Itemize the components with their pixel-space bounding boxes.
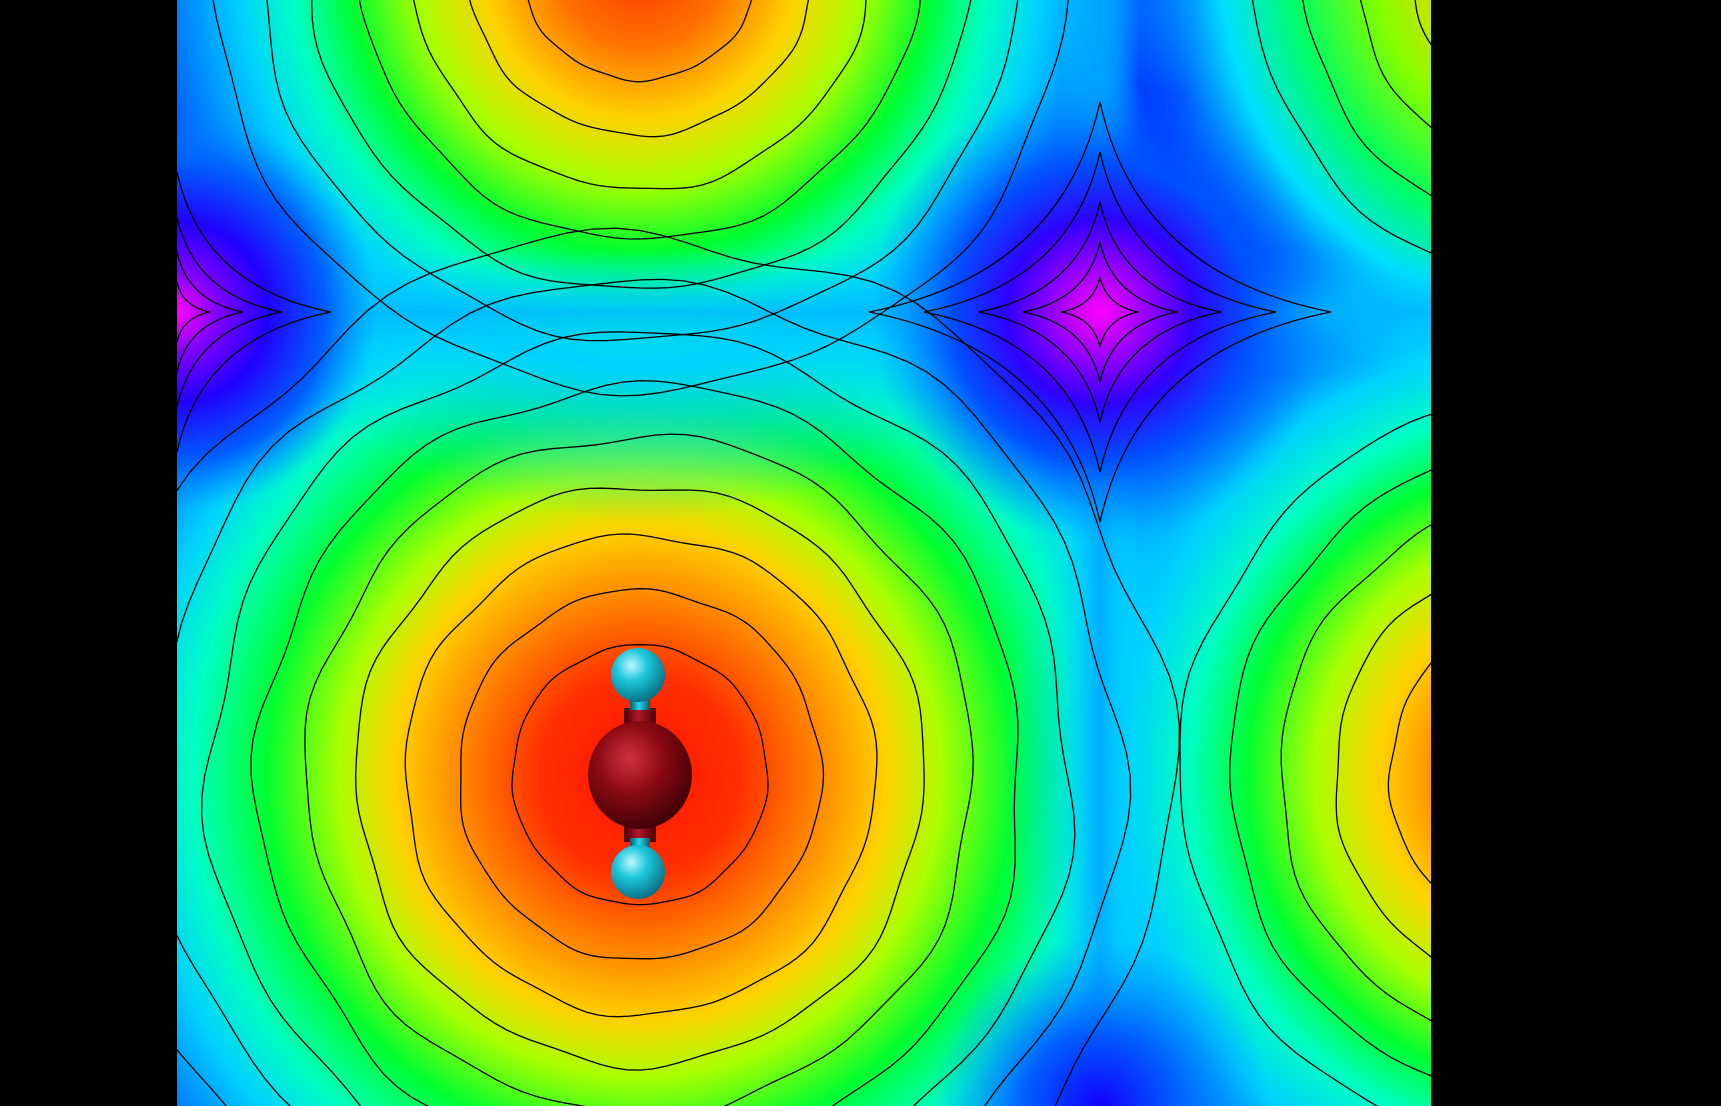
contour-right-0 (1449, 664, 1669, 884)
hydrogen-atom-top (611, 648, 665, 702)
oxygen-atom (588, 721, 692, 829)
field-bottom-saddle (177, 0, 1431, 1106)
field-layer (23, 0, 1721, 1106)
hydrogen-atom-bottom (611, 845, 665, 899)
contour-topright-1 (1411, 0, 1721, 130)
contour-topright-0 (1471, 0, 1692, 69)
contour-right-1 (1388, 604, 1721, 944)
